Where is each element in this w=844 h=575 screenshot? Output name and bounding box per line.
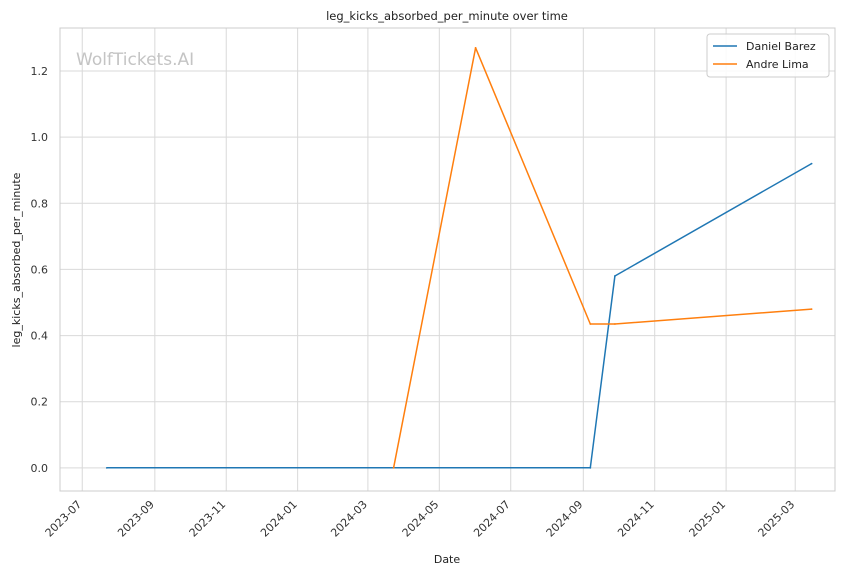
watermark: WolfTickets.AI <box>76 50 194 70</box>
data-point <box>614 275 616 277</box>
data-point <box>392 466 395 469</box>
data-point <box>614 323 616 325</box>
series-line-0 <box>106 162 812 469</box>
chart-title: leg_kicks_absorbed_per_minute over time <box>326 9 568 23</box>
y-tick-label: 0.0 <box>31 462 49 475</box>
y-axis-title: leg_kicks_absorbed_per_minute <box>10 172 23 347</box>
legend: Daniel Barez Andre Lima <box>706 33 830 78</box>
data-point <box>105 466 108 469</box>
legend-label: Andre Lima <box>746 58 809 71</box>
data-point <box>810 162 813 165</box>
y-tick-label: 0.8 <box>31 197 49 210</box>
data-point <box>589 323 592 325</box>
y-tick-label: 0.4 <box>31 330 49 343</box>
y-tick-label: 1.2 <box>31 65 49 78</box>
legend-box <box>706 33 830 78</box>
y-tick-label: 0.6 <box>31 263 49 276</box>
data-point <box>589 466 592 469</box>
y-tick-label: 0.2 <box>31 396 49 409</box>
data-point <box>474 46 477 49</box>
legend-label: Daniel Barez <box>746 40 816 53</box>
y-tick-label: 1.0 <box>31 131 49 144</box>
data-point <box>810 308 813 311</box>
x-axis-title: Date <box>434 553 461 566</box>
plot-area-frame <box>59 27 836 492</box>
series-layer <box>105 46 813 469</box>
